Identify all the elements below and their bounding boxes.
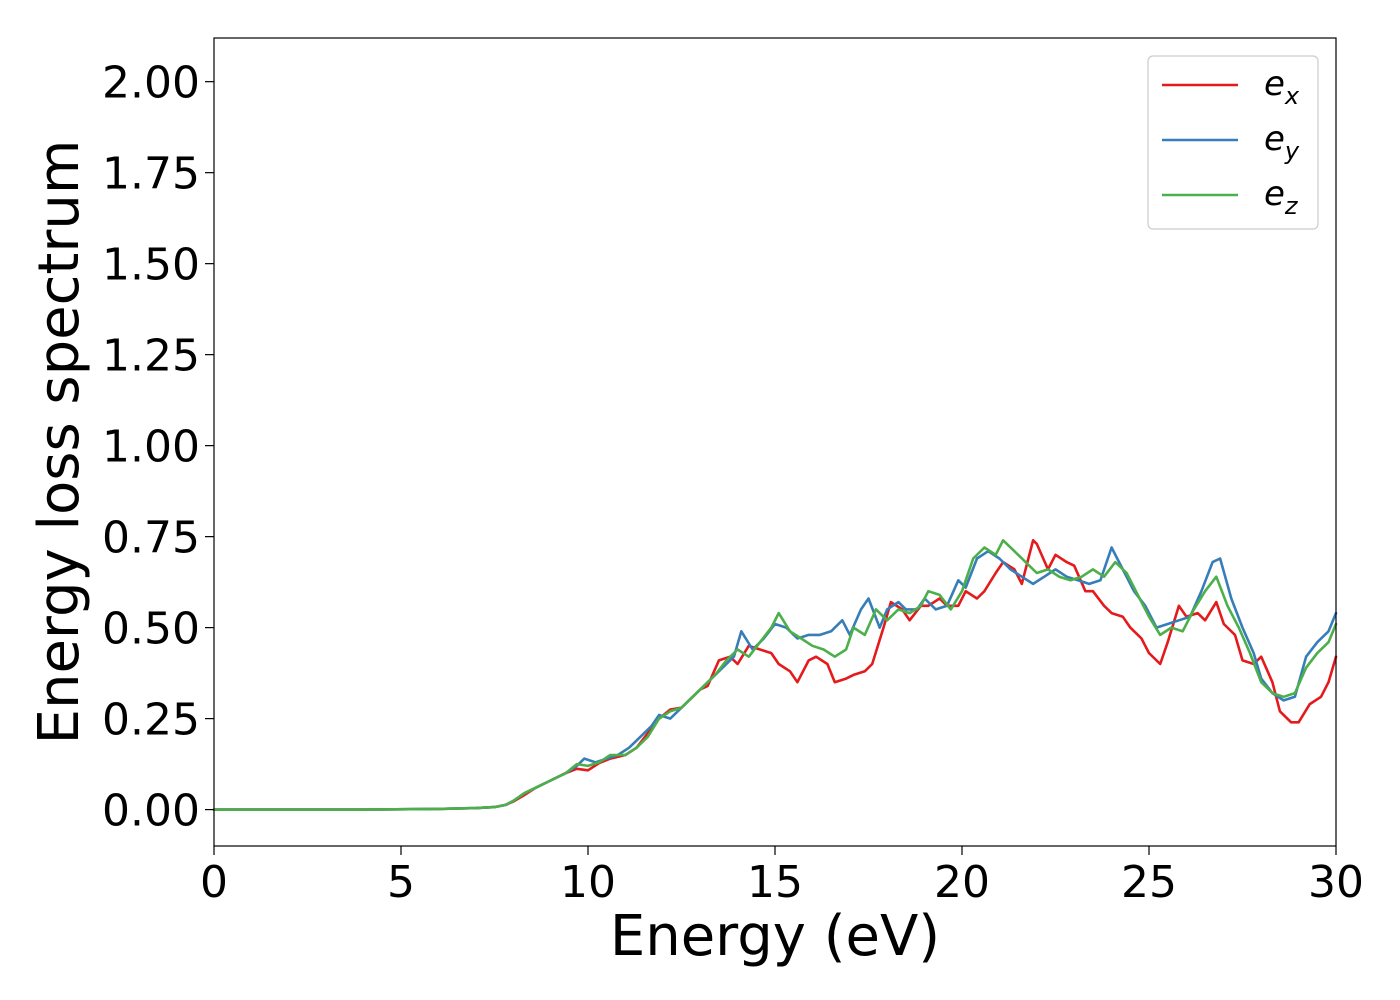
legend-label: ez <box>1264 174 1299 220</box>
x-tick-label: 30 <box>1308 857 1364 908</box>
legend-box <box>1147 55 1319 230</box>
y-tick-label: 0.00 <box>102 786 200 837</box>
y-tick-label: 1.25 <box>102 331 200 382</box>
x-tick-label: 5 <box>387 857 415 908</box>
y-tick-label: 1.00 <box>102 422 200 473</box>
x-tick-label: 10 <box>560 857 616 908</box>
x-tick-label: 0 <box>200 857 228 908</box>
y-tick-label: 0.50 <box>102 604 200 655</box>
x-axis-label: Energy (eV) <box>610 904 940 969</box>
series-line-e-x <box>212 539 1338 811</box>
x-tick-label: 15 <box>747 857 803 908</box>
x-tick-label: 20 <box>934 857 990 908</box>
y-axis-label: Energy loss spectrum <box>27 140 92 745</box>
y-tick-label: 0.25 <box>102 695 200 746</box>
y-tick-label: 1.75 <box>102 149 200 200</box>
y-axis: 0.00 0.25 0.50 0.75 1.00 1.25 1.50 1.75 2.00 <box>102 58 214 837</box>
x-axis: 0 5 10 15 20 25 30 <box>200 846 1364 908</box>
x-tick-label: 25 <box>1121 857 1177 908</box>
legend-label: ey <box>1264 119 1300 165</box>
y-tick-label: 2.00 <box>102 58 200 109</box>
legend-label: ex <box>1264 64 1300 110</box>
legend: ex ey ez <box>1147 55 1319 230</box>
y-tick-label: 1.50 <box>102 240 200 291</box>
series-line-e-z <box>212 539 1338 811</box>
y-tick-label: 0.75 <box>102 513 200 564</box>
series-layer <box>212 539 1338 811</box>
